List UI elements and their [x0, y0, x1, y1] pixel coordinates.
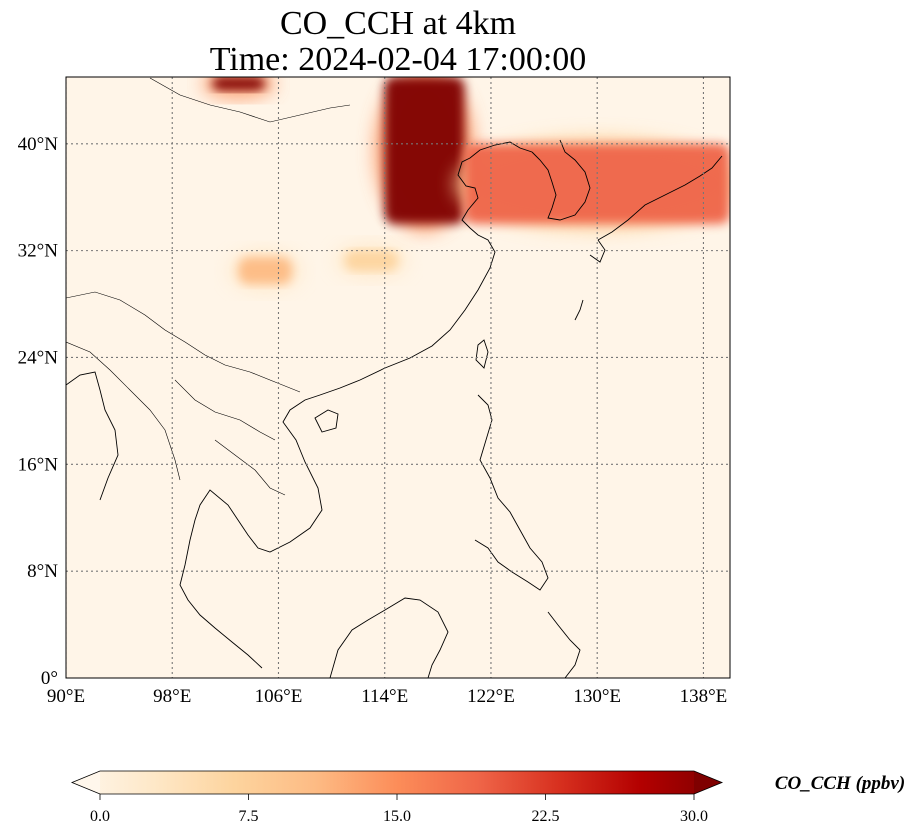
- lon-tick-label: 106°E: [255, 686, 303, 707]
- plume-sichuan-patch: [228, 249, 302, 293]
- plume-mongolia-patch: [202, 77, 276, 99]
- concentration-field: [202, 77, 730, 293]
- lon-tick-label: 98°E: [153, 686, 191, 707]
- lat-tick-label: 32°N: [18, 241, 59, 262]
- colorbar-tick-label: 30.0: [680, 808, 708, 825]
- colorbar-min-extension: [72, 771, 100, 794]
- plume-central-china-patch: [334, 242, 408, 279]
- lat-tick-label: 0°: [41, 668, 58, 689]
- lon-tick-label: 90°E: [47, 686, 85, 707]
- colorbar-max-extension: [694, 771, 722, 794]
- colorbar-bar: [72, 771, 722, 794]
- coastlines: [66, 77, 723, 678]
- map-subtitle-time: Time: 2024-02-04 17:00:00: [209, 41, 587, 78]
- colorbar-ticks: 0.0 7.5 15.0 22.5 30.0: [90, 794, 708, 825]
- plot-frame: [65, 76, 731, 679]
- lon-tick-label: 138°E: [680, 686, 728, 707]
- lon-tick-label: 114°E: [361, 686, 408, 707]
- map-title: CO_CCH at 4km: [279, 5, 517, 42]
- plume-north-china-plume: [374, 77, 475, 232]
- plume-korea-japan-band: [454, 135, 730, 232]
- lon-tick-label: 122°E: [467, 686, 515, 707]
- colorbar-tick-label: 15.0: [383, 808, 411, 825]
- colorbar-label: CO_CCH (ppbv): [775, 773, 905, 794]
- lat-tick-label: 8°N: [27, 561, 58, 582]
- lon-tick-label: 130°E: [573, 686, 621, 707]
- latitude-axis: 0° 8°N 16°N 24°N 32°N 40°N: [18, 134, 59, 689]
- lat-tick-label: 24°N: [18, 347, 59, 368]
- longitude-axis: 90°E 98°E 106°E 114°E 122°E 130°E 138°E: [47, 686, 727, 707]
- colorbar-tick-label: 0.0: [90, 808, 110, 825]
- colorbar-tick-label: 7.5: [239, 808, 259, 825]
- lat-tick-label: 16°N: [18, 454, 59, 475]
- gridlines: [66, 77, 730, 678]
- colorbar: 0.0 7.5 15.0 22.5 30.0 CO_CCH (ppbv): [70, 770, 905, 825]
- colorbar-tick-label: 22.5: [532, 808, 560, 825]
- lat-tick-label: 40°N: [18, 134, 59, 155]
